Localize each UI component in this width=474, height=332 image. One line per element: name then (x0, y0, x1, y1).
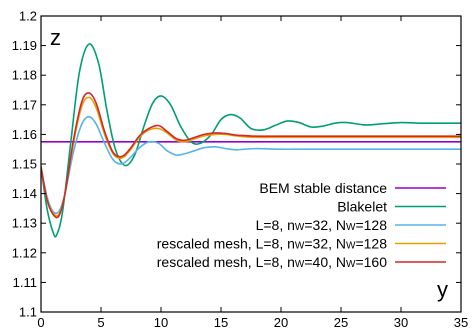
series-line-blakelet (41, 43, 461, 238)
legend-label: rescaled mesh, L=8, nW=40, NW=160 (157, 254, 387, 270)
y-tick-label: 1.12 (12, 245, 37, 260)
series-line-l-8-nw-32-nw-128 (41, 115, 461, 215)
x-tick-label: 0 (37, 315, 44, 330)
x-tick-label: 10 (154, 315, 168, 330)
y-tick-label: 1.17 (12, 97, 37, 112)
legend: BEM stable distance Blakelet L=8, nW=32, N… (157, 180, 446, 270)
y-tick-label: 1.11 (13, 275, 37, 290)
x-tick-label: 15 (214, 315, 228, 330)
legend-label: rescaled mesh, L=8, nW=32, NW=128 (157, 236, 387, 252)
y-tick-label: 1.13 (12, 216, 37, 231)
x-tick-label: 25 (334, 315, 348, 330)
ticks: 0 5 10 15 20 25 30 35 1.1 1.11 1.12 1.13 1.14 1.15 1.1… (12, 9, 469, 331)
legend-label: L=8, nW=32, NW=128 (256, 217, 388, 233)
y-tick-label: 1.2 (19, 9, 37, 24)
y-tick-label: 1.15 (12, 157, 37, 172)
x-tick-label: 5 (97, 315, 104, 330)
plot-lines (41, 43, 461, 238)
y-tick-label: 1.1 (19, 305, 37, 320)
y-tick-label: 1.19 (12, 38, 37, 53)
x-tick-label: 20 (274, 315, 288, 330)
y-tick-label: 1.16 (12, 127, 37, 142)
y-axis-label: z (50, 25, 61, 50)
legend-label: BEM stable distance (259, 180, 387, 196)
series-line-rescaled-mesh-l-8-nw-32-nw-128 (41, 96, 461, 217)
x-tick-label: 35 (454, 315, 468, 330)
x-axis-label: y (437, 277, 448, 302)
x-tick-label: 30 (394, 315, 408, 330)
y-tick-label: 1.14 (12, 186, 37, 201)
legend-label: Blakelet (337, 199, 387, 215)
y-tick-label: 1.18 (12, 68, 37, 83)
series-line-rescaled-mesh-l-8-nw-40-nw-160 (41, 92, 461, 219)
